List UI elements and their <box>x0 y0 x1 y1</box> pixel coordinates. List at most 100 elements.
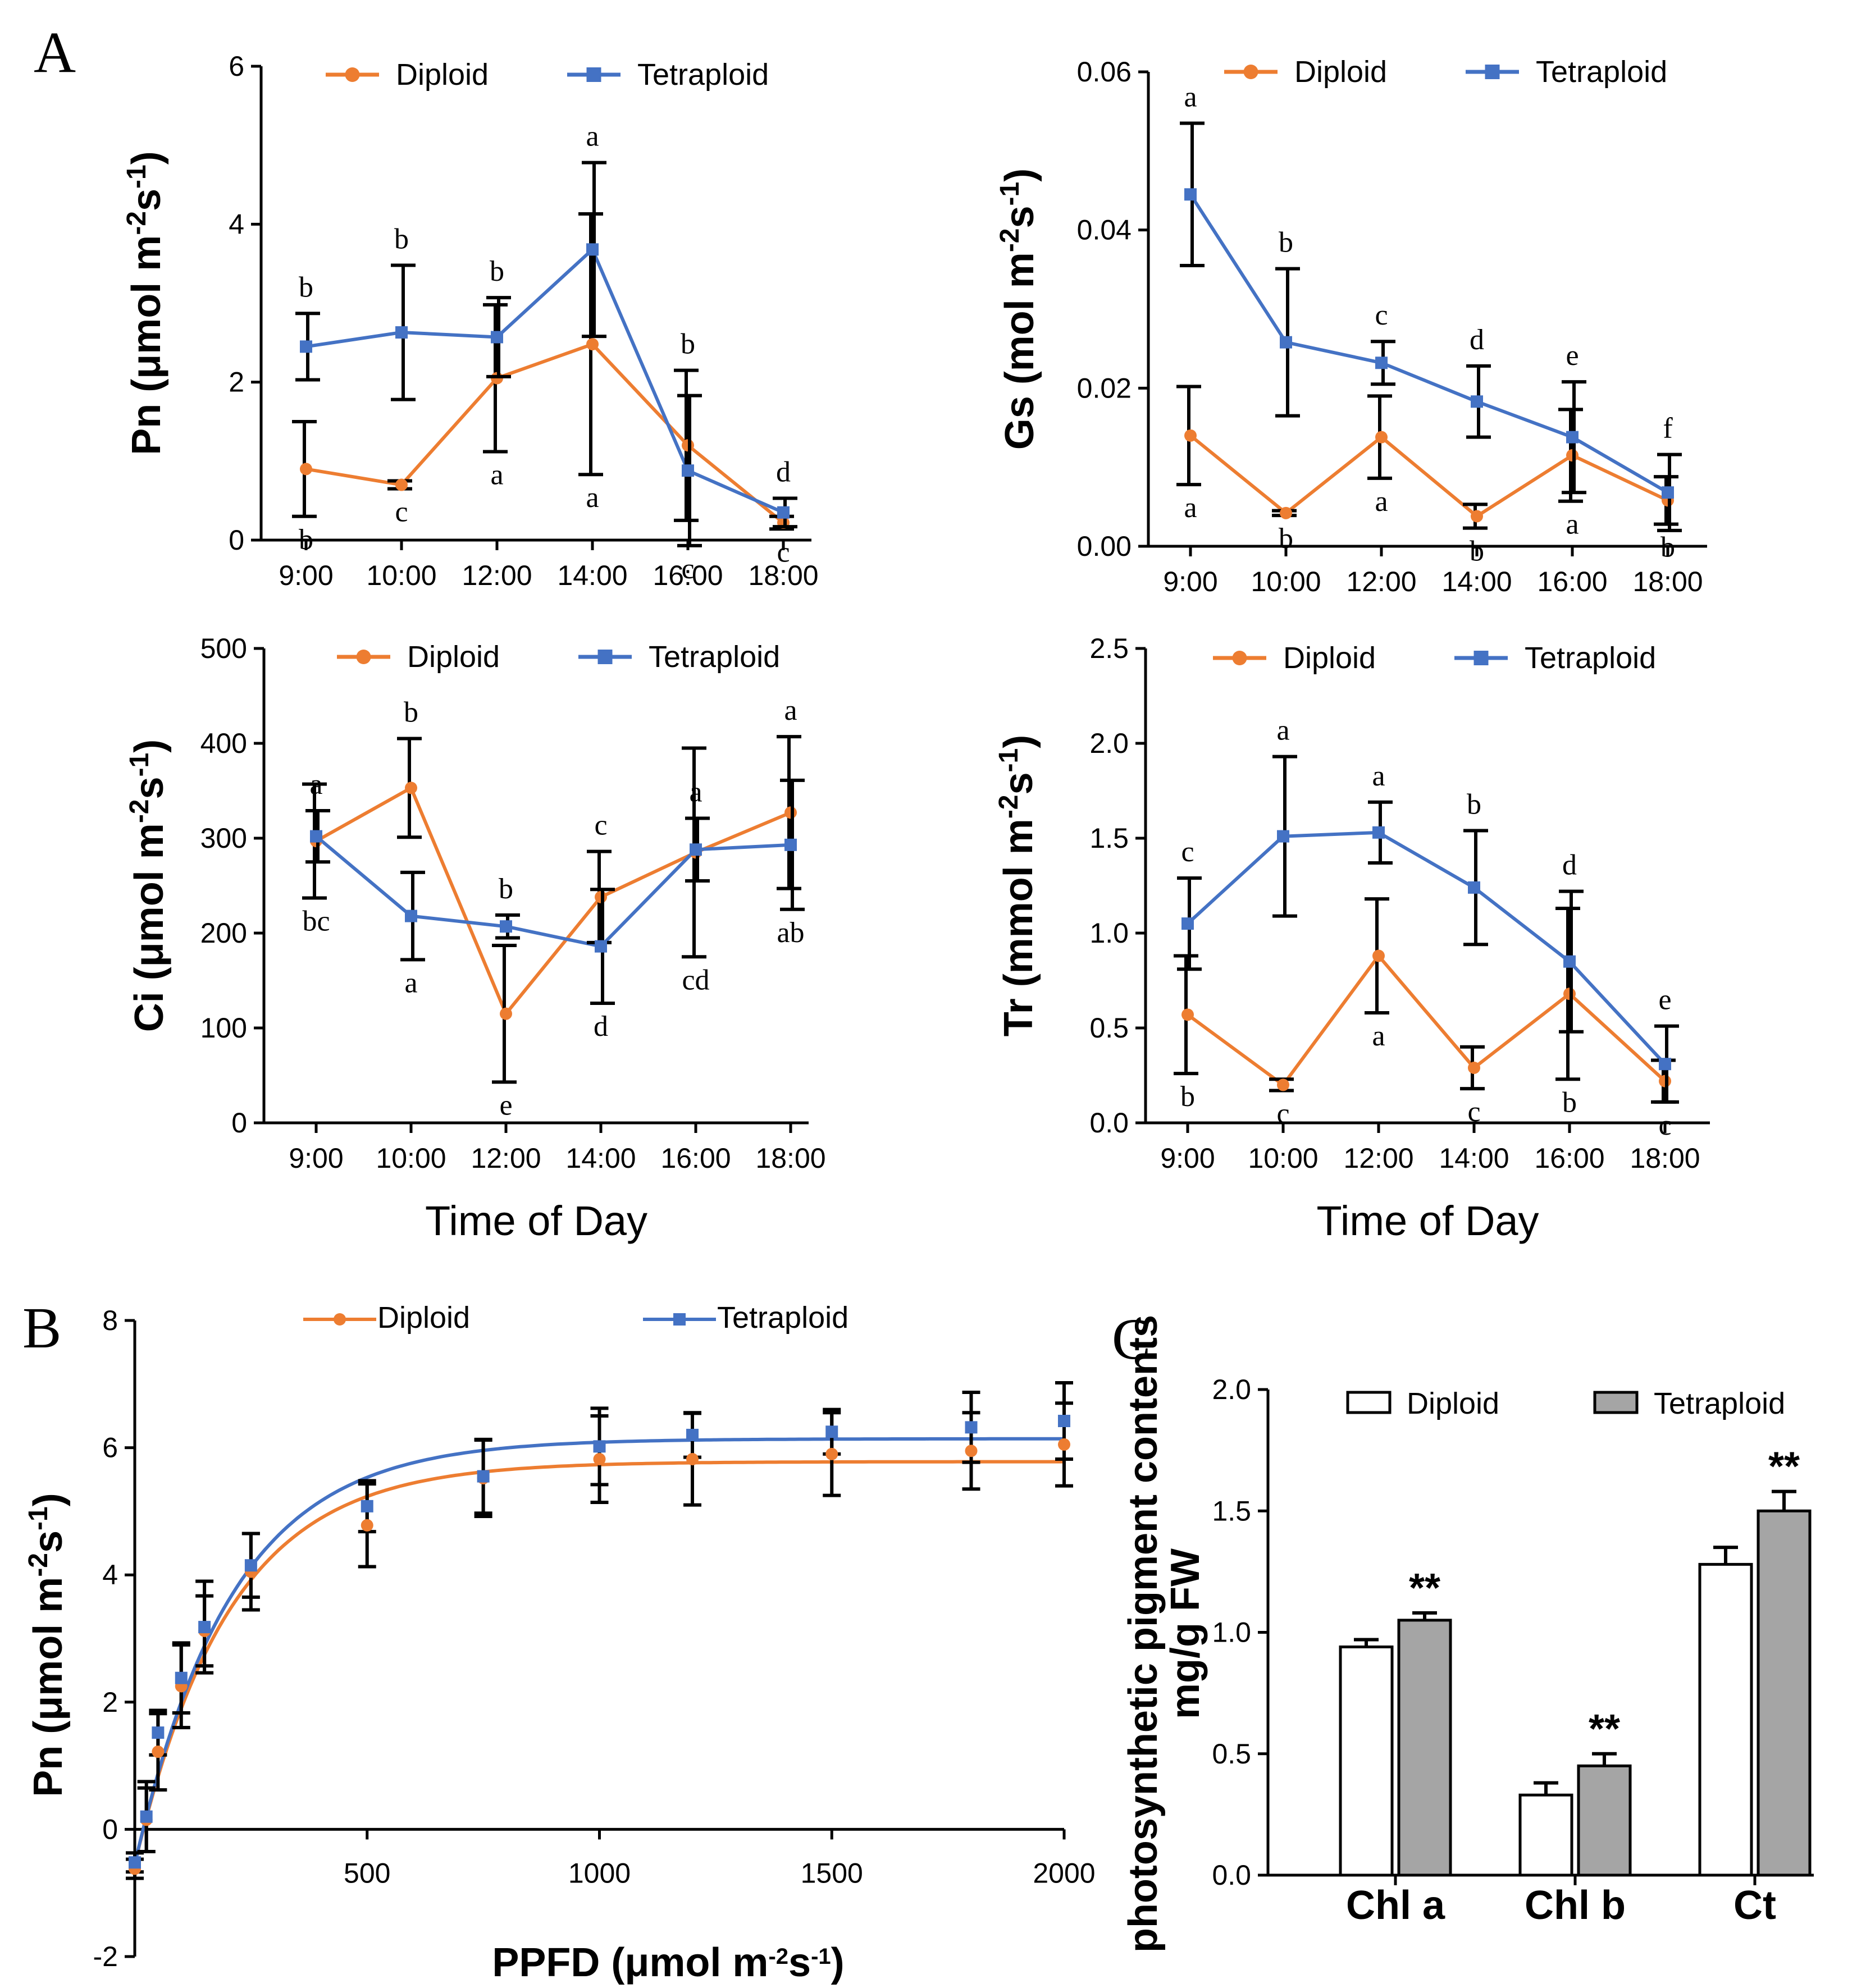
x-tick-label: 9:00 <box>279 560 333 591</box>
legend-label-tetraploid: Tetraploid <box>717 1301 848 1335</box>
tetraploid-point <box>586 67 601 82</box>
bar-diploid <box>1339 1645 1394 1877</box>
diploid-point <box>405 782 417 794</box>
bar-diploid <box>1698 1562 1753 1877</box>
x-tick-label: 9:00 <box>289 1142 343 1174</box>
x-axis-title-part: ) <box>831 1940 845 1985</box>
significance-annotation: ** <box>1768 1445 1800 1489</box>
y-axis-title-sup: -1 <box>994 748 1024 773</box>
diploid-point <box>500 1007 512 1020</box>
significance-annotation: ** <box>1409 1566 1440 1611</box>
diploid-point <box>593 1452 606 1465</box>
x-tick-label: 14:00 <box>565 1142 636 1174</box>
tetraploid-point <box>593 1440 606 1453</box>
series-line-diploid <box>315 785 792 1017</box>
tetraploid-point <box>1181 917 1194 930</box>
legend-label-diploid: Diploid <box>1294 55 1387 89</box>
significance-letter: e <box>499 1089 512 1121</box>
tetraploid-point <box>300 340 312 353</box>
y-tick-label: 0.06 <box>1077 56 1132 88</box>
tetraploid-point <box>1473 651 1489 665</box>
x-axis-title: Time of Day <box>1316 1198 1539 1244</box>
bar-diploid <box>1518 1793 1573 1877</box>
significance-letter: d <box>1470 324 1484 356</box>
tetraploid-point <box>690 843 702 856</box>
x-tick-label: Chl b <box>1525 1883 1626 1928</box>
significance-letter: d <box>1562 849 1577 881</box>
bar-tetraploid <box>1757 1509 1812 1877</box>
y-tick-label: 2 <box>102 1687 118 1718</box>
significance-letter: a <box>309 769 322 801</box>
significance-letter: a <box>1372 1020 1385 1052</box>
x-tick-label: 9:00 <box>1160 1142 1215 1174</box>
diploid-point <box>152 1745 165 1758</box>
y-axis-title-part: ) <box>124 151 169 164</box>
significance-letter: bc <box>302 905 330 937</box>
y-tick-label: 0.5 <box>1089 1012 1129 1044</box>
y-tick-label: 100 <box>200 1012 247 1044</box>
x-tick-label: 12:00 <box>471 1142 541 1174</box>
x-tick-label: 14:00 <box>1439 1142 1509 1174</box>
y-tick-label: 0.0 <box>1212 1859 1251 1891</box>
tetraploid-point <box>491 331 503 344</box>
significance-letter: a <box>1276 715 1289 747</box>
x-axis-title-part: s <box>788 1940 811 1985</box>
y-axis-title: Tr (mmol m-2s-1) <box>994 735 1041 1036</box>
x-tick-label: 18:00 <box>748 560 818 591</box>
x-tick-label: 10:00 <box>366 560 436 591</box>
y-tick-label: 0.00 <box>1077 531 1132 562</box>
y-axis-title-sup: -2 <box>24 1553 53 1577</box>
x-tick-label: 18:00 <box>1630 1142 1700 1174</box>
significance-letter: b <box>394 223 409 255</box>
y-tick-label: 200 <box>200 917 247 949</box>
y-axis-title-part: s <box>997 205 1042 228</box>
y-tick-label: 2 <box>229 367 244 398</box>
tetraploid-point <box>1280 336 1292 349</box>
fit-curve-diploid <box>133 1460 1064 1865</box>
y-axis-title-part: Tr (mmol m <box>996 819 1041 1036</box>
tetraploid-point <box>686 1428 699 1441</box>
tetraploid-point <box>1662 486 1674 499</box>
x-axis-title-part: PPFD (μmol m <box>492 1940 768 1985</box>
y-axis-title: Gs (mol m-2s-1) <box>995 168 1042 450</box>
y-axis-unit: mg/g FW <box>1163 1548 1208 1719</box>
series-line-tetraploid <box>315 835 791 948</box>
significance-letter: b <box>1467 788 1481 820</box>
tetraploid-point <box>1566 431 1579 444</box>
tetraploid-point <box>500 920 512 933</box>
significance-letter: c <box>1181 836 1194 868</box>
x-tick-label: Chl a <box>1346 1883 1445 1928</box>
y-axis-title: Ci (μmol m-2s-1) <box>125 739 172 1032</box>
x-tick-label: 16:00 <box>1534 1142 1604 1174</box>
tetraploid-point <box>405 910 417 922</box>
tetraploid-point <box>152 1726 165 1739</box>
significance-letter: a <box>586 482 599 514</box>
diploid-point <box>1375 431 1388 444</box>
significance-letter: a <box>1184 492 1197 524</box>
significance-letter: b <box>681 328 695 360</box>
diploid-point <box>825 1447 838 1460</box>
y-axis-title-sup: -1 <box>125 753 154 777</box>
diploid-point <box>334 1313 346 1326</box>
significance-letter: ab <box>777 917 804 949</box>
significance-letter: a <box>1566 509 1579 541</box>
tetraploid-point <box>1563 955 1576 968</box>
y-axis-title-part: s <box>996 772 1041 794</box>
tetraploid-point <box>784 838 797 851</box>
y-tick-label: 0 <box>229 524 244 556</box>
y-axis-title-sup: -1 <box>24 1506 53 1530</box>
y-tick-label: 2.0 <box>1212 1374 1251 1405</box>
diploid-point <box>686 1452 699 1465</box>
x-tick-label: 10:00 <box>376 1142 446 1174</box>
y-axis-title-part: ) <box>26 1493 71 1506</box>
x-tick-label: 16:00 <box>1537 566 1607 597</box>
y-axis-title-part: s <box>26 1530 71 1553</box>
diploid-point <box>1471 510 1483 523</box>
significance-letter: a <box>1375 486 1388 518</box>
significance-letter: b <box>1180 1081 1195 1113</box>
tetraploid-point <box>175 1671 188 1684</box>
panel-label-a: A <box>34 20 76 85</box>
diploid-point <box>965 1445 978 1457</box>
significance-letter: a <box>1372 760 1385 792</box>
